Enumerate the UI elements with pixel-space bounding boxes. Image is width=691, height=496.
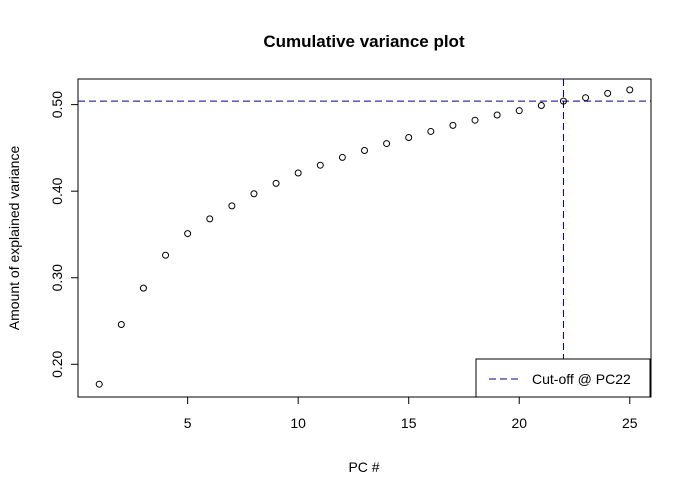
x-tick-label: 20 [511,415,527,431]
data-point [95,380,103,388]
data-point [250,190,258,198]
y-axis-label: Amount of explained variance [6,146,22,331]
x-axis-label: PC # [348,459,379,475]
x-tick-label: 10 [290,415,306,431]
data-point [117,320,125,328]
data-point [139,284,147,292]
y-tick-label: 0.30 [49,264,65,291]
data-point [206,215,214,223]
data-point [515,107,523,115]
data-point [294,169,302,177]
legend: Cut-off @ PC22 [475,358,651,398]
plot-frame [77,78,652,398]
y-tick-label: 0.40 [49,177,65,204]
legend-box [475,358,651,398]
data-point [184,230,192,238]
y-tick-label: 0.50 [49,91,65,118]
data-point [604,89,612,97]
x-tick-label: 15 [401,415,417,431]
data-point [361,146,368,154]
x-tick-label: 25 [622,415,638,431]
data-point [537,101,545,109]
data-point [582,94,590,102]
data-point [383,140,391,148]
data-point [449,121,457,129]
data-point [338,153,346,161]
plot-area: 5 10 15 20 25 0.20 0.30 0.40 0.50 [49,78,652,431]
data-point [405,134,413,142]
data-point [493,111,501,119]
x-tick-label: 5 [184,415,192,431]
y-tick-label: 0.20 [49,350,65,377]
chart-title: Cumulative variance plot [263,32,465,51]
data-point [316,161,324,169]
data-point [471,116,479,124]
data-point [559,97,567,105]
data-point [272,179,280,187]
data-point [228,202,236,210]
legend-entry-cutoff: Cut-off @ PC22 [532,371,631,387]
data-point [626,86,634,94]
data-point [427,127,435,135]
data-point [162,251,170,259]
